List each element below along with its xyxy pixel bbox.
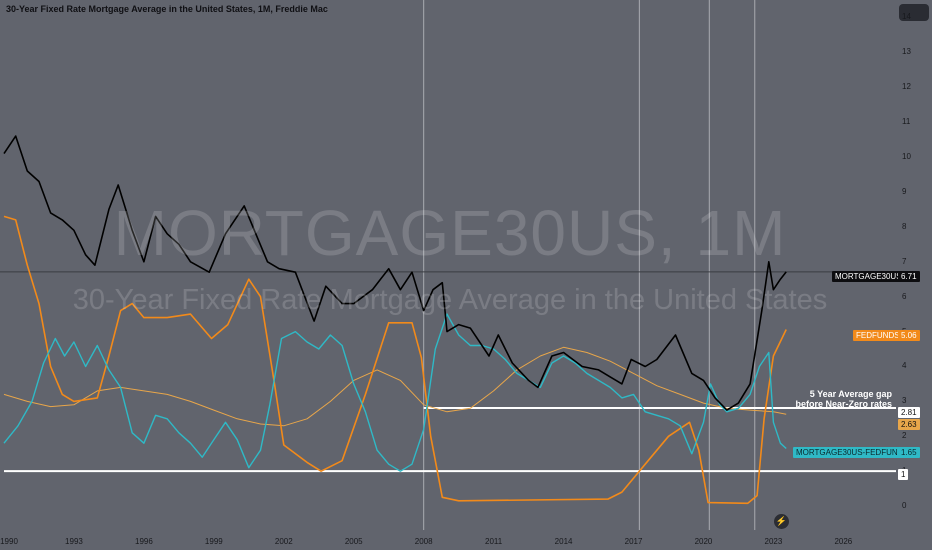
x-tick-label: 2020 [694, 537, 713, 546]
series-line-mortgage30us-fedfunds[interactable] [3, 313, 787, 472]
mortgage-series-label: MORTGAGE30US [832, 271, 905, 282]
x-tick-label: 1996 [134, 537, 153, 546]
y-tick-label: 11 [902, 117, 911, 127]
spread-series-label: MORTGAGE30US-FEDFUNDS [793, 447, 912, 458]
annotation-line-1: 5 Year Average gap [809, 389, 892, 399]
x-tick-label: 2008 [414, 537, 433, 546]
x-tick-label: 2011 [485, 537, 503, 546]
x-tick-label: 1990 [0, 537, 18, 546]
y-tick-label: 14 [902, 12, 911, 22]
spread-price-label: 1.65 [898, 447, 920, 458]
series-line-mortgage30us[interactable] [3, 135, 787, 411]
series-line-5y-average[interactable] [3, 346, 787, 427]
chart-title: 30-Year Fixed Rate Mortgage Average in t… [6, 4, 328, 14]
average-price-label: 2.63 [898, 419, 920, 430]
annotation-line-2: before Near-Zero rates [795, 399, 892, 409]
x-tick-label: 1999 [204, 537, 223, 546]
y-tick-label: 8 [902, 221, 907, 231]
mortgage-price-label: 6.71 [898, 271, 920, 282]
series-line-fedfunds[interactable] [3, 215, 787, 505]
x-tick-label: 2002 [274, 537, 293, 546]
baseline-price-label: 1 [898, 469, 909, 480]
fedfunds-price-label: 5.06 [898, 330, 920, 341]
y-tick-label: 3 [902, 396, 907, 406]
y-tick-label: 12 [902, 82, 911, 92]
gap-annotation: 5 Year Average gap before Near-Zero rate… [760, 389, 892, 409]
y-tick-label: 13 [902, 47, 911, 57]
fedfunds-series-label: FEDFUNDS [853, 330, 903, 341]
x-tick-label: 2017 [624, 537, 643, 546]
y-tick-label: 9 [902, 186, 907, 196]
x-tick-label: 2026 [834, 537, 853, 546]
symbol-watermark: MORTGAGE30US, 1M [113, 197, 787, 269]
y-tick-label: 6 [902, 291, 907, 301]
y-tick-label: 7 [902, 256, 907, 266]
y-tick-label: 4 [902, 361, 907, 371]
toolbar-button[interactable] [899, 4, 929, 21]
y-tick-label: 2 [902, 431, 907, 441]
x-tick-label: 1993 [65, 537, 83, 546]
lightning-icon[interactable]: ⚡ [774, 514, 789, 529]
gap-line-price-label: 2.81 [898, 407, 920, 418]
x-tick-label: 2005 [344, 537, 363, 546]
x-tick-label: 2014 [554, 537, 573, 546]
y-tick-label: 10 [902, 152, 911, 162]
y-tick-label: 0 [902, 501, 907, 511]
description-watermark: 30-Year Fixed Rate Mortgage Average in t… [72, 284, 828, 316]
x-tick-label: 2023 [764, 537, 783, 546]
